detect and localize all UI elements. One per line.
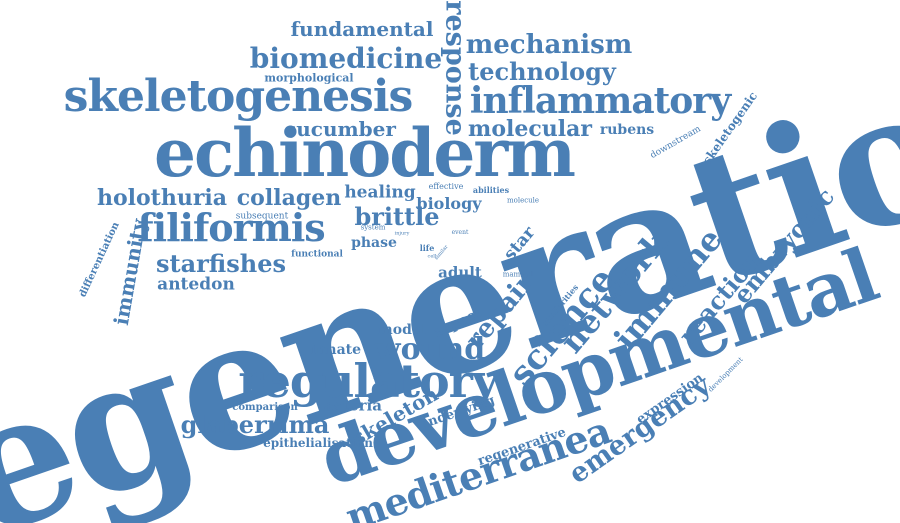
word-effective: effective <box>428 182 464 191</box>
word-inflammatory: inflammatory <box>469 80 731 122</box>
word-system: system <box>360 223 386 232</box>
word-abilities: abilities <box>472 185 510 195</box>
word-mechanism: mechanism <box>465 30 633 60</box>
word-brittle: brittle <box>354 202 440 231</box>
word-holothuria: holothuria <box>96 185 228 211</box>
word-model: model <box>377 322 427 338</box>
word-mammal: mammal <box>502 270 534 279</box>
word-biology: biology <box>416 194 482 213</box>
word-cucumber: cucumber <box>284 117 396 141</box>
word-echinoderm: echinoderm <box>154 114 576 192</box>
word-comparison: comparison <box>232 402 298 413</box>
word-asteria: asteria <box>324 396 382 415</box>
word-antedon: antedon <box>157 274 235 295</box>
word-innate: innate <box>310 342 362 358</box>
word-response: response <box>439 0 471 136</box>
word-rubens: rubens <box>599 122 655 138</box>
word-functional: functional <box>291 249 343 260</box>
word-phase: phase <box>351 235 397 251</box>
word-epithelialisation: epithelialisation <box>263 436 373 450</box>
word-molecular: molecular <box>468 116 592 142</box>
word-wound: wound <box>374 332 486 367</box>
word-cell: cell <box>427 253 437 260</box>
word-life: life <box>419 243 435 253</box>
word-glaberrima: glaberrima <box>180 410 330 439</box>
word-skeletogenesis: skeletogenesis <box>63 71 414 122</box>
word-biomedicine: biomedicine <box>249 42 443 75</box>
word-subsequent: subsequent <box>235 211 289 222</box>
word-collagen: collagen <box>236 185 342 211</box>
word-regulatory: regulatory <box>238 354 498 408</box>
word-adult: adult <box>438 263 482 282</box>
word-healing: healing <box>344 182 416 203</box>
word-technology: technology <box>468 57 616 86</box>
word-event: event <box>451 229 469 236</box>
word-molecule: molecule <box>506 196 540 205</box>
word-starfishes: starfishes <box>156 249 286 278</box>
word-fundamental: fundamental <box>290 17 434 41</box>
word-injury: injury <box>394 230 410 237</box>
word-morphological: morphological <box>264 71 354 85</box>
word-filiformis: filiformis <box>137 205 325 250</box>
